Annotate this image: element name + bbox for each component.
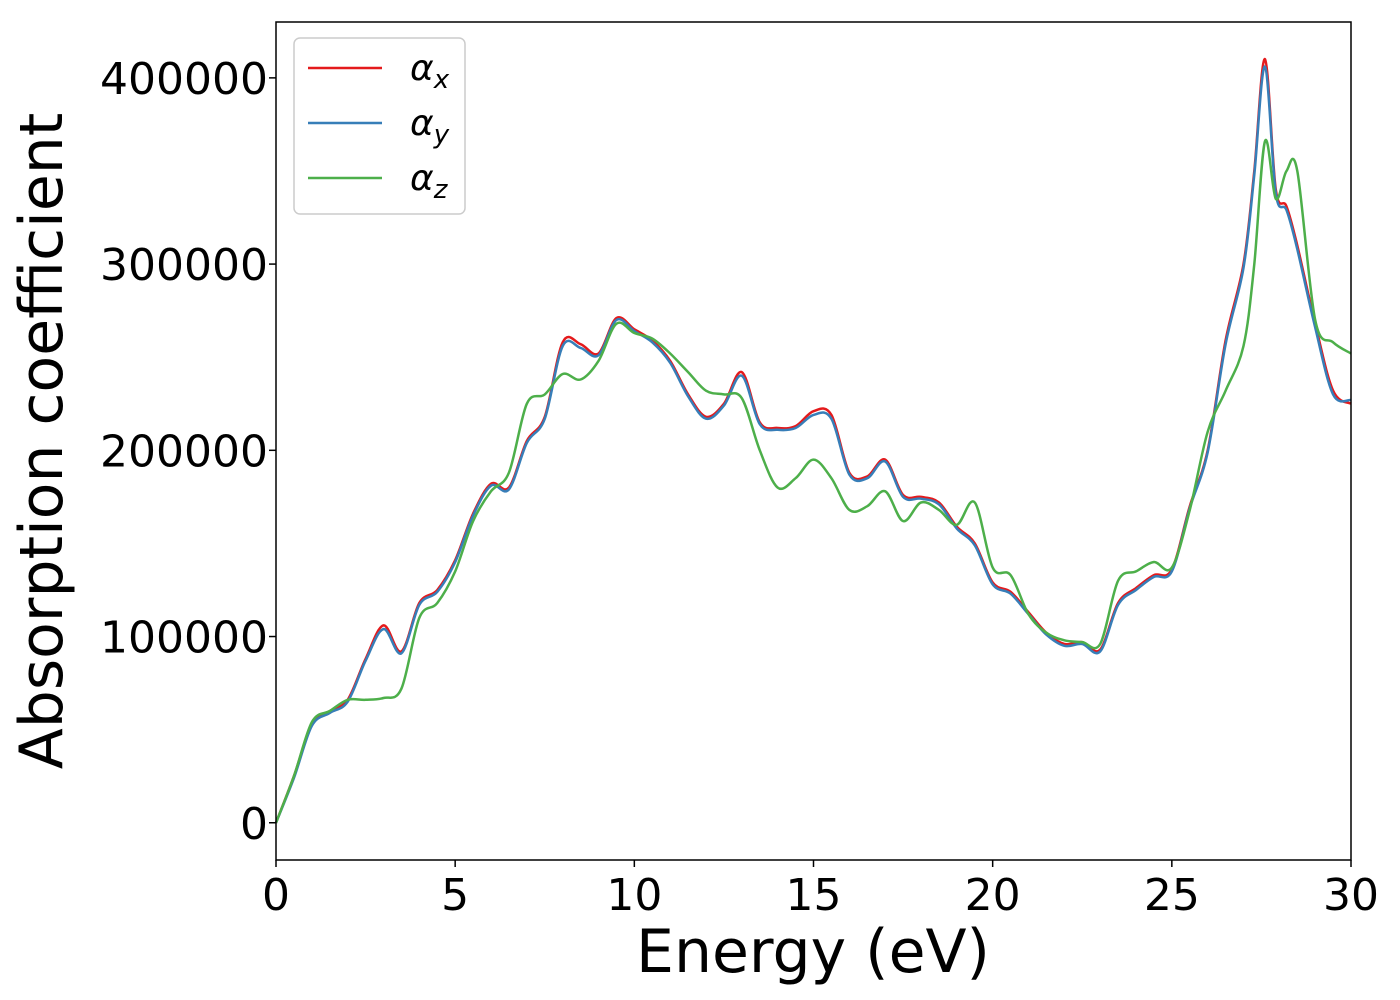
x-tick-label: 15 — [786, 870, 842, 921]
legend-box — [293, 37, 466, 215]
series-line-y — [274, 65, 1352, 824]
legend-label-x: αx — [410, 48, 450, 95]
x-tick-label: 10 — [606, 870, 662, 921]
series-line-z — [274, 138, 1352, 824]
x-tick-label: 30 — [1323, 870, 1379, 921]
legend-label-z: αz — [410, 158, 449, 205]
legend: αx αy αz — [293, 37, 466, 215]
y-tick-label: 0 — [240, 799, 268, 850]
y-tick-label: 200000 — [100, 426, 268, 477]
legend-entries: αx αy αz — [308, 48, 450, 205]
x-tick-label: 20 — [965, 870, 1021, 921]
y-tick-label: 100000 — [100, 613, 268, 664]
x-axis-label: Energy (eV) — [636, 917, 990, 987]
y-tick-label: 300000 — [100, 240, 268, 291]
y-tick-label: 400000 — [100, 54, 268, 105]
y-axis-label: Absorption coefficient — [7, 113, 77, 770]
ticks-layer: 0 5 10 15 20 25 30 0 100000 200000 300000 400000 — [100, 54, 1379, 921]
x-tick-label: 0 — [262, 870, 290, 921]
legend-label-y: αy — [410, 103, 450, 150]
x-tick-label: 25 — [1144, 870, 1200, 921]
x-tick-label: 5 — [441, 870, 469, 921]
series-layer — [274, 57, 1352, 824]
